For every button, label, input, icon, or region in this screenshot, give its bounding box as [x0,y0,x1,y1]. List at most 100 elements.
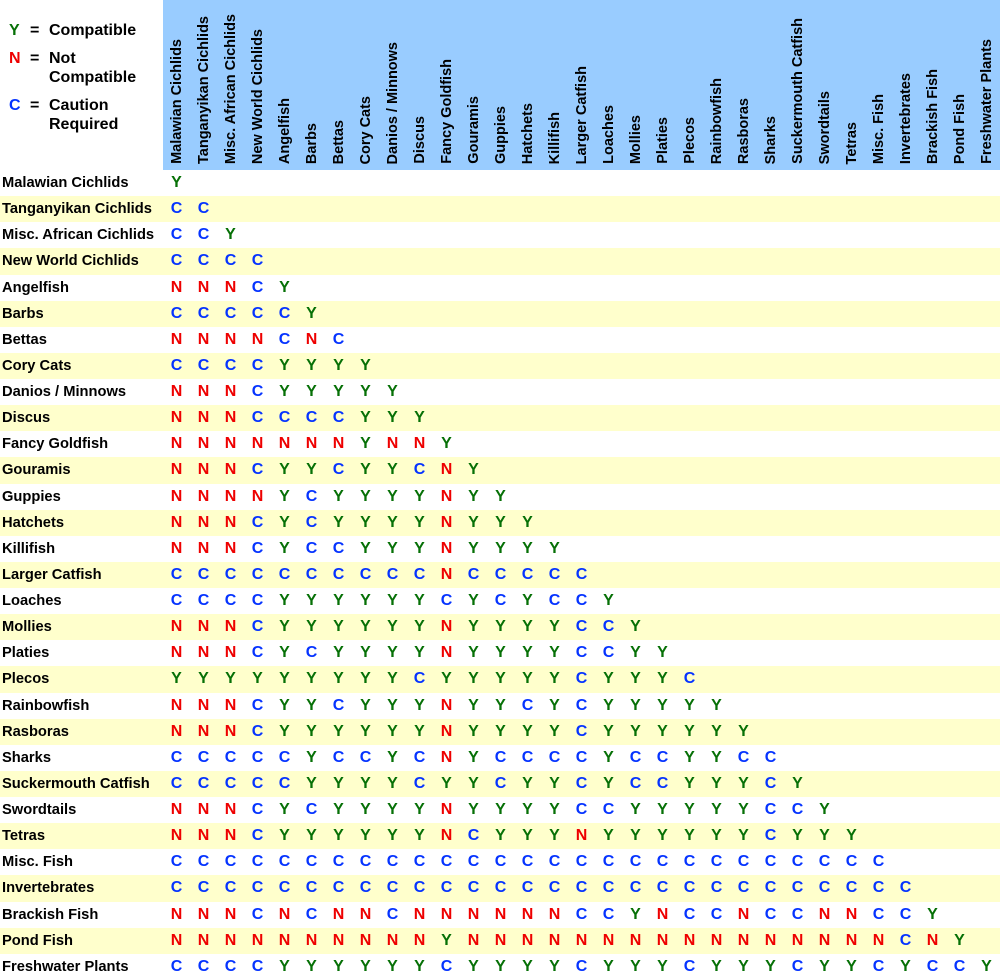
table-row: New World Cichlids C C C C [0,248,1000,275]
compatibility-cell: Y [711,774,722,792]
compatibility-cell: Y [549,696,560,714]
column-header: Suckermouth Catfish [784,0,811,170]
compatibility-cell: Y [549,644,560,662]
compatibility-cell: Y [279,722,290,740]
compatibility-cell: Y [279,539,290,557]
compatibility-cell: Y [414,722,425,740]
compatibility-cell: N [197,461,210,479]
compatibility-cell: C [170,226,183,244]
column-header-label: Misc. African Cichlids [222,13,239,164]
compatibility-cell: Y [468,618,479,636]
compatibility-cell: Y [279,957,290,975]
compatibility-cell: Y [387,957,398,975]
compatibility-cell: Y [360,435,371,453]
column-header-label: Angelfish [276,97,293,164]
compatibility-cell: C [764,748,777,766]
compatibility-cell: Y [630,827,641,845]
compatibility-cell: N [656,905,669,923]
compatibility-cell: N [845,905,858,923]
compatibility-cell: C [791,905,804,923]
compatibility-cell: Y [711,957,722,975]
compatibility-cell: C [845,879,858,897]
compatibility-cell: Y [549,670,560,688]
compatibility-cell: N [440,722,453,740]
row-label: Killifish [2,540,56,557]
compatibility-cell: N [278,435,291,453]
compatibility-cell: N [737,931,750,949]
compatibility-cell: C [197,252,210,270]
table-row: Invertebrates C C C C C C C C C C C C C C C C C C C C C C C C C C C… [0,875,1000,902]
column-header: Brackish Fish [919,0,946,170]
compatibility-cell: Y [360,618,371,636]
column-header-label: Platies [654,117,671,164]
compatibility-cell: C [251,774,264,792]
compatibility-cell: C [656,748,669,766]
compatibility-cell: Y [441,670,452,688]
column-header-label: Hatchets [519,102,536,164]
compatibility-cell: C [494,565,507,583]
compatibility-cell: Y [387,801,398,819]
table-row: Swordtails N N N C Y C Y Y Y Y N Y Y Y Y C C Y Y Y Y Y C C Y [0,797,1000,823]
column-header-label: Danios / Minnows [384,41,401,164]
compatibility-cell: N [467,931,480,949]
column-header-label: Tanganyikan Cichlids [195,16,212,164]
compatibility-cell: Y [279,356,290,374]
compatibility-cell: N [224,409,237,427]
compatibility-cell: N [170,931,183,949]
compatibility-cell: Y [387,722,398,740]
compatibility-cell: C [197,592,210,610]
compatibility-cell: N [197,539,210,557]
compatibility-cell: C [548,853,561,871]
column-header-label: Guppies [492,105,509,164]
compatibility-cell: C [548,592,561,610]
compatibility-cell: Y [279,801,290,819]
table-row: Barbs C C C C C Y [0,300,1000,327]
compatibility-cell: N [305,931,318,949]
compatibility-cell: C [899,905,912,923]
compatibility-cell: Y [360,670,371,688]
legend-meaning-line: Caution [49,97,109,114]
compatibility-cell: C [251,801,264,819]
compatibility-cell: C [332,696,345,714]
compatibility-cell: Y [603,696,614,714]
compatibility-cell: N [467,905,480,923]
compatibility-cell: C [170,957,183,975]
column-header-label: Loaches [600,105,617,164]
table-row: Bettas N N N N C N C [0,327,1000,353]
compatibility-cell: Y [360,487,371,505]
compatibility-cell: C [521,565,534,583]
compatibility-cell: N [575,827,588,845]
compatibility-cell: C [521,879,534,897]
compatibility-cell: C [764,827,777,845]
compatibility-cell: N [548,931,561,949]
compatibility-cell: Y [630,696,641,714]
compatibility-cell: C [575,957,588,975]
column-header-label: Larger Catfish [573,65,590,164]
compatibility-cell: Y [279,592,290,610]
compatibility-cell: C [494,853,507,871]
compatibility-cell: Y [306,461,317,479]
compatibility-cell: C [332,461,345,479]
compatibility-cell: N [440,487,453,505]
compatibility-cell: C [629,774,642,792]
compatibility-cell: Y [360,539,371,557]
compatibility-cell: N [305,330,318,348]
compatibility-cell: Y [387,748,398,766]
compatibility-cell: Y [333,774,344,792]
compatibility-cell: C [305,565,318,583]
compatibility-cell: C [791,853,804,871]
compatibility-cell: C [224,957,237,975]
compatibility-cell: Y [468,957,479,975]
compatibility-cell: Y [711,696,722,714]
compatibility-cell: N [521,931,534,949]
compatibility-cell: N [845,931,858,949]
compatibility-cell: C [332,409,345,427]
table-row: Rainbowfish N N N C Y Y C Y Y Y N Y Y C Y C Y Y Y Y Y [0,693,1000,719]
row-label: Guppies [2,488,61,505]
compatibility-cell: Y [333,383,344,401]
compatibility-cell: N [521,905,534,923]
compatibility-cell: C [170,565,183,583]
compatibility-cell: Y [657,670,668,688]
compatibility-cell: Y [603,748,614,766]
